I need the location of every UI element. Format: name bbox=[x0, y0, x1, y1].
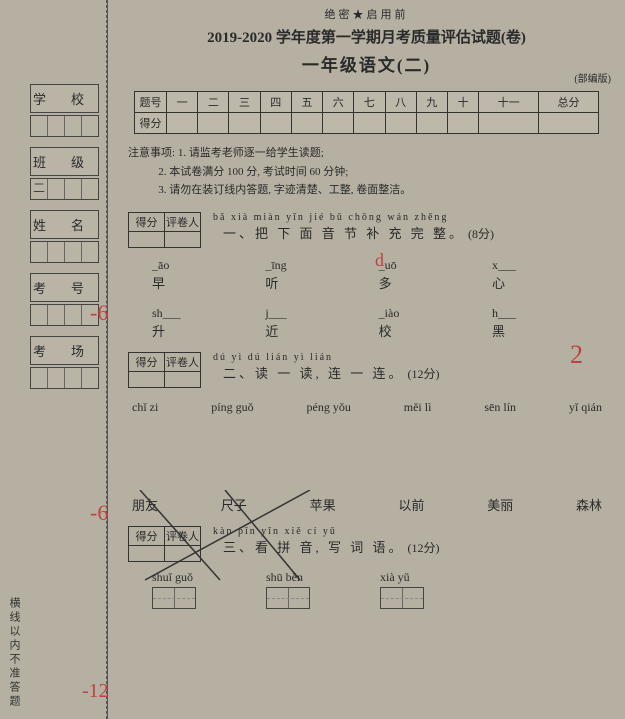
q1-han: 多 bbox=[379, 273, 469, 292]
tian-grid bbox=[380, 587, 424, 609]
q1-pin: x___ bbox=[492, 258, 582, 273]
q1-pin: sh___ bbox=[152, 306, 242, 321]
q2-top: sēn lín bbox=[484, 400, 516, 415]
margin-box-id bbox=[30, 304, 99, 326]
q1-title: 一、把 下 面 音 节 补 充 完 整。 bbox=[223, 226, 465, 241]
q1-pin: _āo bbox=[152, 258, 242, 273]
instructions: 注意事项: 1. 请监考老师逐一给学生读题; 2. 本试卷满分 100 分, 考… bbox=[128, 144, 611, 200]
q2-bottom: 尺子 bbox=[221, 495, 247, 514]
q1-body: _āo _īng _uō x___ 早 听 多 心 sh___ j___ _ià… bbox=[122, 258, 611, 340]
score-table: 题号 一 二 三 四 五 六 七 八 九 十 十一 总分 得分 bbox=[134, 91, 599, 134]
margin-box-room bbox=[30, 367, 99, 389]
q1-pin: _uō bbox=[379, 258, 469, 273]
q1-han: 心 bbox=[492, 273, 582, 292]
q1-han: 近 bbox=[265, 321, 355, 340]
margin-label-class: 班 级 bbox=[30, 147, 99, 176]
margin-label-name: 姓 名 bbox=[30, 210, 99, 239]
score-header-row: 题号 一 二 三 四 五 六 七 八 九 十 十一 总分 bbox=[135, 92, 599, 113]
q1-pin: h___ bbox=[492, 306, 582, 321]
q2-top: měi lì bbox=[404, 400, 432, 415]
q1-pin: _īng bbox=[265, 258, 355, 273]
score-box-q2: 得分评卷人 bbox=[128, 352, 201, 388]
q1-pin: j___ bbox=[265, 306, 355, 321]
q2-pinyin-title: dú yì dú lián yì lián bbox=[213, 352, 440, 363]
q1-han: 校 bbox=[379, 321, 469, 340]
q2-body: chǐ zi píng guǒ péng yǒu měi lì sēn lín … bbox=[122, 400, 611, 514]
q2-bottom: 美丽 bbox=[487, 495, 513, 514]
score-box-q1: 得分评卷人 bbox=[128, 212, 201, 248]
q3-pin: shū běn bbox=[266, 570, 310, 585]
q2-points: (12分) bbox=[408, 367, 440, 381]
secret-label: 绝密★启用前 bbox=[122, 6, 611, 22]
row-label-number: 题号 bbox=[135, 92, 167, 113]
q3-points: (12分) bbox=[408, 541, 440, 555]
q3-pin: xià yǔ bbox=[380, 570, 424, 585]
binding-line bbox=[106, 0, 107, 719]
q1-han: 黑 bbox=[492, 321, 582, 340]
score-box-q3: 得分评卷人 bbox=[128, 526, 201, 562]
q3-pinyin-title: kàn pīn yīn xiě cí yǔ bbox=[213, 526, 440, 537]
margin-box-school bbox=[30, 115, 99, 137]
handwritten-class: 二 bbox=[31, 179, 48, 199]
q2-bottom: 朋友 bbox=[132, 495, 158, 514]
margin-box-name bbox=[30, 241, 99, 263]
tian-grid bbox=[152, 587, 196, 609]
q1-pin: _iào bbox=[379, 306, 469, 321]
q3-title: 三、看 拼 音, 写 词 语。 bbox=[223, 540, 405, 555]
tian-grid bbox=[266, 587, 310, 609]
q2-title: 二、读 一 读, 连 一 连。 bbox=[223, 366, 405, 381]
q1-han: 早 bbox=[152, 273, 242, 292]
margin-label-school: 学 校 bbox=[30, 84, 99, 113]
q1-han: 听 bbox=[265, 273, 355, 292]
q2-bottom: 以前 bbox=[398, 495, 424, 514]
q2-bottom: 苹果 bbox=[310, 495, 336, 514]
q3-body: shuǐ guǒ shū běn xià yǔ bbox=[122, 570, 611, 613]
q2-bottom: 森林 bbox=[576, 495, 602, 514]
exam-paper: 学 校 班 级 二 姓 名 考 号 考 场 横线以内不准答题 绝密★启用前 20… bbox=[0, 0, 625, 719]
q1-points: (8分) bbox=[468, 227, 494, 241]
notes-label: 注意事项: bbox=[128, 147, 175, 159]
row-label-score: 得分 bbox=[135, 113, 167, 134]
binding-warning: 横线以内不准答题 bbox=[6, 597, 22, 709]
paper-title-1: 2019-2020 学年度第一学期月考质量评估试题(卷) bbox=[122, 26, 611, 47]
main-content: 绝密★启用前 2019-2020 学年度第一学期月考质量评估试题(卷) 一年级语… bbox=[108, 0, 625, 719]
q2-top: píng guǒ bbox=[211, 400, 253, 415]
score-value-row: 得分 bbox=[135, 113, 599, 134]
note-1: 1. 请监考老师逐一给学生读题; bbox=[178, 147, 324, 159]
q2-top: yǐ qián bbox=[569, 400, 602, 415]
margin-label-id: 考 号 bbox=[30, 273, 99, 302]
margin-label-room: 考 场 bbox=[30, 336, 99, 365]
q1-han: 升 bbox=[152, 321, 242, 340]
q2-top: péng yǒu bbox=[307, 400, 351, 415]
margin-box-class: 二 bbox=[30, 178, 99, 200]
q1-pinyin-title: bǎ xià miàn yīn jié bǔ chōng wán zhěng bbox=[213, 212, 494, 223]
q3-pin: shuǐ guǒ bbox=[152, 570, 196, 585]
note-3: 3. 请勿在装订线内答题, 字迹清楚、工整, 卷面整洁。 bbox=[158, 184, 411, 196]
q2-top: chǐ zi bbox=[132, 400, 158, 415]
binding-margin: 学 校 班 级 二 姓 名 考 号 考 场 横线以内不准答题 bbox=[0, 0, 108, 719]
note-2: 2. 本试卷满分 100 分, 考试时间 60 分钟; bbox=[158, 166, 348, 178]
